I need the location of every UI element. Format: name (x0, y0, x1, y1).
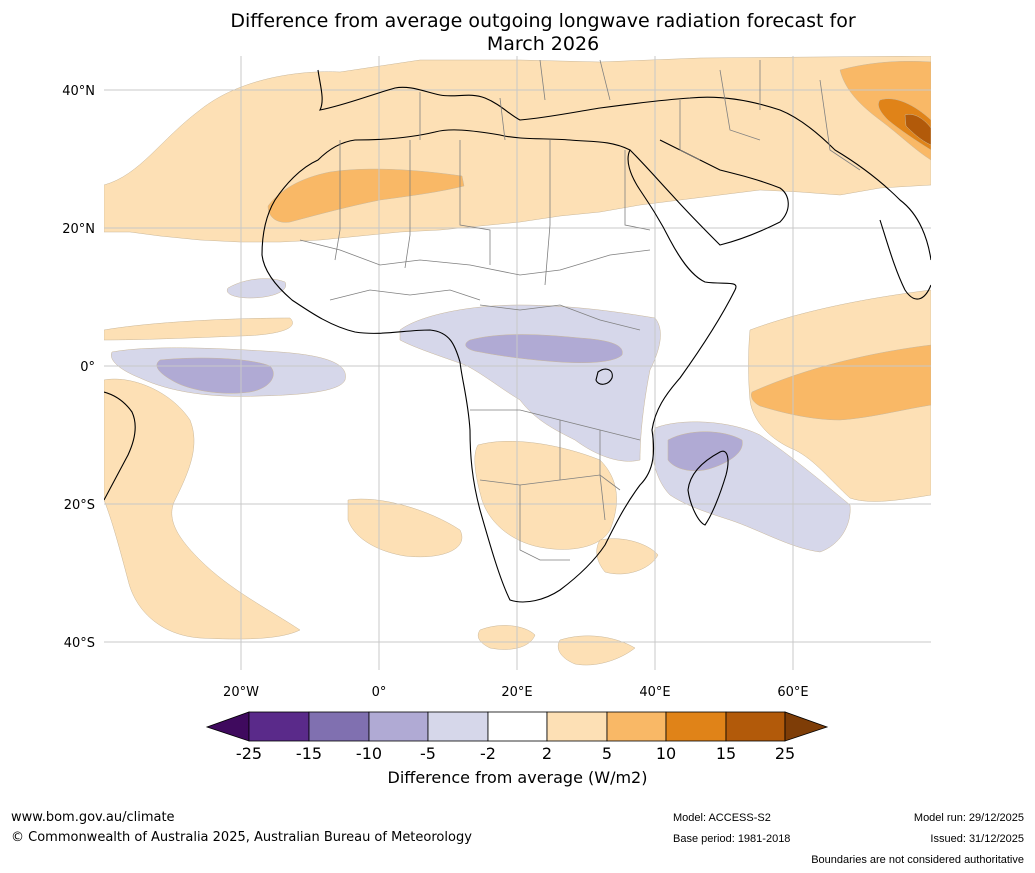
anomaly-positive-south-atlantic-west (347, 498, 463, 558)
copyright-text: © Commonwealth of Australia 2025, Austra… (11, 830, 472, 845)
map-panel (104, 56, 931, 670)
model-name: Model: ACCESS-S2 (673, 812, 771, 824)
colorbar-segment (427, 711, 489, 742)
colorbar-segment (248, 711, 310, 742)
india-coastline (879, 219, 931, 300)
colorbar-tick: 15 (715, 744, 737, 763)
colorbar-segment (368, 711, 429, 742)
colorbar (205, 711, 829, 742)
colorbar-tick: -2 (480, 744, 496, 763)
colorbar-segment (546, 711, 608, 742)
europe-coastline (317, 69, 931, 261)
latitude-labels: 40°N 20°N 0° 20°S 40°S (62, 84, 95, 651)
longitude-labels: 20°W 0° 20°E 40°E 60°E (223, 685, 809, 700)
anomaly-moderate-madagascar (667, 431, 743, 471)
colorbar-segment (487, 711, 548, 742)
anomaly-positive-south-atlantic (104, 378, 301, 640)
anomaly-positive-indian-south (557, 635, 636, 666)
colorbar-segment (308, 711, 370, 742)
madagascar-coastline (687, 450, 729, 526)
lat-label-40n: 40°N (62, 84, 95, 99)
coastlines (104, 69, 931, 603)
colorbar-extend-high (784, 711, 829, 742)
south-america-coastline (104, 391, 136, 501)
colorbar-segment (665, 711, 727, 742)
lat-label-20n: 20°N (62, 222, 95, 237)
arabia-coastline (629, 139, 789, 246)
anomaly-positive-sahara (267, 168, 465, 223)
colorbar-tick: 25 (774, 744, 796, 763)
colorbar-extend-low (205, 711, 250, 742)
africa-coastline (261, 129, 737, 603)
lon-label-40e: 40°E (639, 685, 670, 700)
anomaly-positive-southern-ocean (477, 625, 536, 650)
lon-label-0: 0° (372, 685, 387, 700)
lon-label-60e: 60°E (777, 685, 808, 700)
lake-victoria (595, 368, 613, 385)
anomaly-negative-sahel (226, 278, 286, 299)
base-period: Base period: 1981-2018 (673, 833, 791, 845)
colorbar-tick: -25 (235, 744, 263, 763)
colorbar-tick: 5 (601, 744, 613, 763)
title-line-1: Difference from average outgoing longwav… (230, 10, 856, 32)
issued-date: Issued: 31/12/2025 (930, 833, 1024, 845)
country-borders (299, 59, 861, 561)
colorbar-tick: -5 (420, 744, 436, 763)
anomaly-moderate-congo (465, 334, 623, 363)
anomaly-positive-tropical-atlantic (104, 317, 293, 341)
graticule (104, 56, 931, 670)
colorbar-segment (725, 711, 786, 742)
anomaly-strongest-iran (904, 114, 931, 146)
anomaly-positive-southern-africa (474, 441, 617, 550)
lat-label-20s: 20°S (64, 498, 95, 513)
anomaly-strong-iran (878, 98, 931, 151)
title-line-2: March 2026 (486, 33, 600, 55)
colorbar-segment (606, 711, 667, 742)
lon-label-20w: 20°W (223, 685, 259, 700)
colorbar-label: Difference from average (W/m2) (387, 768, 648, 787)
model-run-date: Model run: 29/12/2025 (913, 812, 1024, 824)
lat-label-40s: 40°S (64, 636, 95, 651)
lat-label-0: 0° (80, 360, 95, 375)
anomaly-moderate-south-indian (751, 344, 931, 421)
lon-label-20e: 20°E (501, 685, 532, 700)
anomaly-moderate-atlantic (156, 357, 274, 394)
colorbar-tick: -15 (295, 744, 323, 763)
boundaries-disclaimer: Boundaries are not considered authoritat… (811, 854, 1024, 866)
colorbar-tick: -10 (355, 744, 383, 763)
website-link[interactable]: www.bom.gov.au/climate (11, 810, 175, 825)
chart-title: Difference from average outgoing longwav… (140, 10, 946, 56)
colorbar-tick: 2 (541, 744, 553, 763)
colorbar-tick: 10 (655, 744, 677, 763)
